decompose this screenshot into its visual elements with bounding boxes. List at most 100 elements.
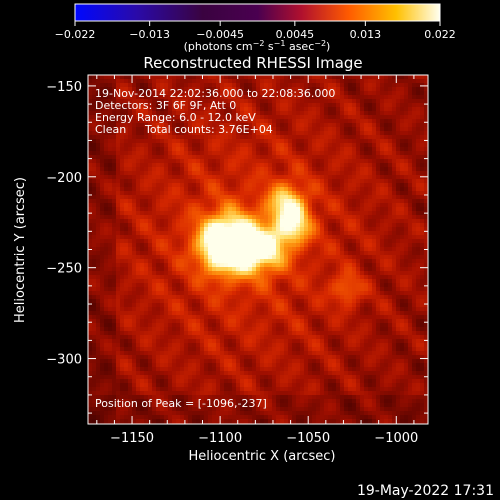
heatmap-cell bbox=[260, 167, 264, 171]
heatmap-cell bbox=[272, 287, 276, 291]
heatmap-cell bbox=[240, 407, 244, 411]
heatmap-cell bbox=[164, 107, 168, 111]
heatmap-cell bbox=[308, 191, 312, 195]
heatmap-cell bbox=[308, 179, 312, 183]
heatmap-cell bbox=[260, 199, 264, 203]
heatmap-cell bbox=[228, 167, 232, 171]
heatmap-cell bbox=[268, 143, 272, 147]
heatmap-cell bbox=[192, 183, 196, 187]
heatmap-cell bbox=[236, 163, 240, 167]
heatmap-cell bbox=[288, 323, 292, 327]
heatmap-cell bbox=[128, 295, 132, 299]
heatmap-cell bbox=[276, 183, 280, 187]
heatmap-cell bbox=[224, 83, 228, 87]
heatmap-cell bbox=[304, 215, 308, 219]
heatmap-cell bbox=[132, 215, 136, 219]
heatmap-cell bbox=[128, 91, 132, 95]
heatmap-cell bbox=[136, 287, 140, 291]
heatmap-cell bbox=[176, 107, 180, 111]
heatmap-cell bbox=[304, 99, 308, 103]
heatmap-cell bbox=[288, 239, 292, 243]
heatmap-cell bbox=[164, 215, 168, 219]
heatmap-cell bbox=[244, 135, 248, 139]
heatmap-cell bbox=[168, 323, 172, 327]
heatmap-cell bbox=[116, 227, 120, 231]
heatmap-cell bbox=[96, 355, 100, 359]
heatmap-cell bbox=[224, 315, 228, 319]
heatmap-cell bbox=[128, 159, 132, 163]
heatmap-cell bbox=[180, 359, 184, 363]
heatmap-cell bbox=[236, 223, 240, 227]
heatmap-cell bbox=[212, 371, 216, 375]
heatmap-cell bbox=[280, 143, 284, 147]
heatmap-cell bbox=[240, 103, 244, 107]
heatmap-cell bbox=[284, 187, 288, 191]
heatmap-cell bbox=[164, 75, 168, 79]
heatmap-cell bbox=[260, 75, 264, 79]
heatmap-cell bbox=[148, 295, 152, 299]
heatmap-cell bbox=[188, 239, 192, 243]
heatmap-cell bbox=[292, 175, 296, 179]
heatmap-cell bbox=[116, 399, 120, 403]
heatmap-cell bbox=[204, 107, 208, 111]
heatmap-cell bbox=[96, 283, 100, 287]
heatmap-cell bbox=[220, 95, 224, 99]
heatmap-cell bbox=[100, 347, 104, 351]
heatmap-cell bbox=[180, 95, 184, 99]
heatmap-cell bbox=[252, 267, 256, 271]
heatmap-cell bbox=[200, 191, 204, 195]
heatmap-cell bbox=[228, 411, 232, 415]
heatmap-cell bbox=[224, 339, 228, 343]
heatmap-cell bbox=[224, 183, 228, 187]
heatmap-cell bbox=[252, 399, 256, 403]
heatmap-cell bbox=[168, 155, 172, 159]
heatmap-cell bbox=[228, 327, 232, 331]
heatmap-cell bbox=[92, 339, 96, 343]
heatmap-cell bbox=[288, 215, 292, 219]
heatmap-cell bbox=[280, 383, 284, 387]
heatmap-cell bbox=[276, 303, 280, 307]
heatmap-cell bbox=[196, 239, 200, 243]
heatmap-cell bbox=[116, 239, 120, 243]
heatmap-cell bbox=[220, 347, 224, 351]
heatmap-cell bbox=[88, 363, 92, 367]
heatmap-cell bbox=[176, 123, 180, 127]
heatmap-cell bbox=[296, 99, 300, 103]
heatmap-cell bbox=[252, 355, 256, 359]
heatmap-cell bbox=[224, 103, 228, 107]
heatmap-cell bbox=[228, 243, 232, 247]
heatmap-cell bbox=[132, 419, 136, 423]
heatmap-cell bbox=[92, 303, 96, 307]
heatmap-cell bbox=[292, 159, 296, 163]
heatmap-cell bbox=[268, 411, 272, 415]
heatmap-cell bbox=[260, 347, 264, 351]
heatmap-cell bbox=[112, 103, 116, 107]
heatmap-cell bbox=[200, 387, 204, 391]
heatmap-cell bbox=[116, 107, 120, 111]
heatmap-cell bbox=[288, 155, 292, 159]
heatmap-cell bbox=[116, 359, 120, 363]
heatmap-cell bbox=[180, 171, 184, 175]
heatmap-cell bbox=[112, 135, 116, 139]
heatmap-cell bbox=[128, 179, 132, 183]
heatmap-cell bbox=[292, 367, 296, 371]
heatmap-cell bbox=[152, 395, 156, 399]
heatmap-cell bbox=[300, 419, 304, 423]
heatmap-cell bbox=[164, 139, 168, 143]
heatmap-cell bbox=[224, 371, 228, 375]
heatmap-cell bbox=[120, 111, 124, 115]
heatmap-cell bbox=[120, 255, 124, 259]
heatmap-cell bbox=[196, 79, 200, 83]
heatmap-cell bbox=[112, 291, 116, 295]
heatmap-cell bbox=[220, 159, 224, 163]
heatmap-cell bbox=[240, 343, 244, 347]
heatmap-cell bbox=[252, 291, 256, 295]
heatmap-cell bbox=[304, 383, 308, 387]
heatmap-cell bbox=[212, 243, 216, 247]
heatmap-cell bbox=[152, 159, 156, 163]
heatmap-cell bbox=[308, 135, 312, 139]
heatmap-cell bbox=[204, 403, 208, 407]
heatmap-cell bbox=[144, 375, 148, 379]
heatmap-cell bbox=[232, 279, 236, 283]
heatmap-cell bbox=[156, 319, 160, 323]
